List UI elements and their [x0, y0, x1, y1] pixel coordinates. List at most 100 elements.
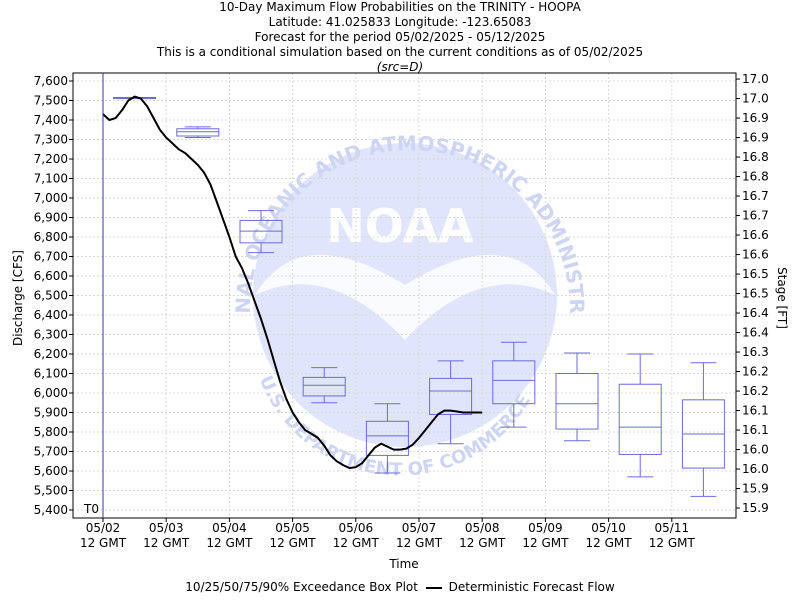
forecast-series	[102, 95, 483, 470]
y-axis-title: Discharge [CFS]	[11, 250, 25, 346]
boxplots	[113, 97, 725, 497]
box-iqr	[302, 376, 346, 397]
simulation-note: This is a conditional simulation based o…	[156, 45, 644, 59]
forecast-line	[102, 95, 483, 470]
box-iqr	[492, 360, 536, 405]
y-tick-label: 5,600	[34, 464, 68, 478]
y2-tick-label: 16.0	[742, 443, 769, 457]
y2-tick-label: 15.9	[742, 501, 769, 515]
x-tick-label-time: 12 GMT	[586, 536, 633, 550]
y-tick-label: 6,900	[34, 211, 68, 225]
y-tick-label: 5,400	[34, 503, 68, 517]
boxplot	[429, 360, 473, 445]
y2-tick-label: 16.2	[742, 384, 769, 398]
y2-tick-label: 16.1	[742, 404, 769, 418]
y-tick-label: 6,300	[34, 328, 68, 342]
y-tick-label: 7,200	[34, 152, 68, 166]
legend-line-label: Deterministic Forecast Flow	[448, 580, 615, 594]
chart-title: 10-Day Maximum Flow Probabilities on the…	[219, 0, 581, 14]
y-axis-left: 5,400 5,500 5,600 5,700 5,800 5,900 6,000 6,100…	[34, 74, 73, 517]
grid	[73, 73, 736, 518]
y-tick-label: 7,000	[34, 191, 68, 205]
boxplot	[176, 126, 220, 139]
x-tick-label-date: 05/09	[528, 521, 563, 535]
chart-titles: 10-Day Maximum Flow Probabilities on the…	[0, 0, 800, 75]
legend: 10/25/50/75/90% Exceedance Box Plot Dete…	[0, 580, 800, 594]
x-tick-label-date: 05/05	[275, 521, 310, 535]
y2-tick-label: 16.2	[742, 365, 769, 379]
y2-tick-label: 16.6	[742, 228, 769, 242]
y2-tick-label: 16.7	[742, 209, 769, 223]
y2-tick-label: 16.0	[742, 462, 769, 476]
box-iqr	[618, 383, 662, 455]
y2-tick-label: 16.8	[742, 170, 769, 184]
y2-tick-label: 17.0	[742, 92, 769, 106]
watermark-center: NOAA	[326, 199, 474, 253]
y-tick-label: 6,400	[34, 308, 68, 322]
y2-tick-label: 16.7	[742, 189, 769, 203]
y2-tick-label: 17.0	[742, 72, 769, 86]
boxplot	[302, 367, 346, 404]
y-tick-label: 6,800	[34, 230, 68, 244]
y2-axis-title: Stage [FT]	[775, 267, 789, 329]
noaa-watermark: NATIONAL OCEANIC AND ATMOSPHERIC ADMINIS…	[0, 0, 589, 481]
x-tick-label-date: 05/08	[465, 521, 500, 535]
boxplot	[681, 362, 725, 497]
y2-tick-label: 16.1	[742, 423, 769, 437]
x-tick-label-time: 12 GMT	[333, 536, 380, 550]
x-tick-label-time: 12 GMT	[143, 536, 190, 550]
y-tick-label: 5,500	[34, 484, 68, 498]
y2-tick-label: 16.5	[742, 267, 769, 281]
x-tick-label-time: 12 GMT	[396, 536, 443, 550]
x-axis-title: Time	[388, 557, 418, 571]
y2-tick-label: 16.6	[742, 248, 769, 262]
y-tick-label: 5,700	[34, 445, 68, 459]
y-tick-label: 7,100	[34, 172, 68, 186]
y-tick-label: 5,800	[34, 425, 68, 439]
y-tick-label: 7,600	[34, 74, 68, 88]
y2-tick-label: 16.4	[742, 326, 769, 340]
x-tick-label-date: 05/03	[149, 521, 184, 535]
x-tick-label-date: 05/10	[591, 521, 626, 535]
box-iqr	[429, 377, 473, 415]
x-tick-label-date: 05/07	[402, 521, 437, 535]
boxplot	[555, 352, 599, 442]
y2-tick-label: 16.9	[742, 111, 769, 125]
x-tick-label-time: 12 GMT	[80, 536, 127, 550]
x-tick-label-time: 12 GMT	[206, 536, 253, 550]
box-iqr	[365, 420, 409, 456]
x-tick-label-time: 12 GMT	[459, 536, 506, 550]
x-tick-label-date: 05/06	[339, 521, 374, 535]
y2-tick-label: 16.5	[742, 287, 769, 301]
legend-boxplot-label: 10/25/50/75/90% Exceedance Box Plot	[185, 580, 418, 594]
y-tick-label: 6,100	[34, 367, 68, 381]
y-tick-label: 6,500	[34, 289, 68, 303]
x-tick-label-date: 05/11	[655, 521, 690, 535]
x-tick-label-date: 05/04	[212, 521, 247, 535]
x-tick-label-date: 05/02	[86, 521, 121, 535]
boxplot	[365, 403, 409, 474]
y-tick-label: 7,300	[34, 133, 68, 147]
source-note: (src=D)	[376, 60, 424, 74]
y2-tick-label: 15.9	[742, 482, 769, 496]
box-iqr	[176, 128, 220, 137]
y-tick-label: 6,600	[34, 269, 68, 283]
y-tick-label: 7,500	[34, 94, 68, 108]
y2-tick-label: 16.3	[742, 345, 769, 359]
boxplot	[239, 210, 283, 254]
y-tick-label: 7,400	[34, 113, 68, 127]
y2-tick-label: 16.8	[742, 150, 769, 164]
chart-coordinates: Latitude: 41.025833 Longitude: -123.6508…	[268, 15, 532, 29]
forecast-period: Forecast for the period 05/02/2025 - 05/…	[254, 30, 546, 44]
x-tick-label-time: 12 GMT	[522, 536, 569, 550]
y-tick-label: 6,200	[34, 347, 68, 361]
x-tick-label-time: 12 GMT	[270, 536, 317, 550]
y-tick-label: 6,700	[34, 250, 68, 264]
y2-tick-label: 16.9	[742, 131, 769, 145]
t0-label: T0	[83, 502, 99, 516]
boxplot	[492, 341, 536, 428]
boxplot	[618, 353, 662, 478]
box-iqr	[555, 373, 599, 430]
